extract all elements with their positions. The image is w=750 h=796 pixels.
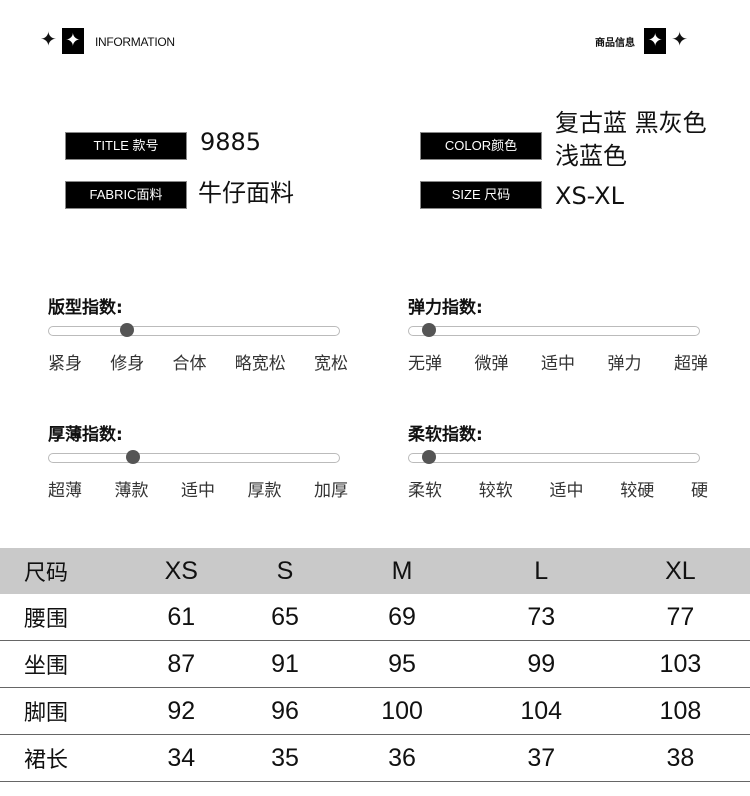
index-option: 紧身: [48, 354, 82, 374]
color-value-line2: 浅蓝色: [555, 142, 627, 170]
table-cell: 38: [610, 734, 750, 782]
color-value-line1: 复古蓝 黑灰色: [555, 109, 707, 137]
index-option: 宽松: [314, 354, 348, 374]
index-option: 无弹: [408, 354, 442, 374]
sparkle-star-icon: ✦: [40, 27, 57, 51]
table-header-row: 尺码 XS S M L XL: [0, 548, 750, 594]
index-option: 加厚: [314, 481, 348, 501]
table-cell: 77: [610, 594, 750, 641]
index-option: 厚款: [247, 481, 282, 501]
table-row: 腰围 61 65 69 73 77: [0, 594, 750, 641]
table-cell: 37: [471, 734, 611, 782]
table-header-cell: 尺码: [0, 548, 125, 594]
table-header-cell: L: [471, 548, 611, 594]
index-slider-knob: [126, 450, 141, 464]
index-slider-knob: [422, 450, 437, 464]
index-option: 合体: [172, 354, 207, 374]
boxed-star-icon: ✦: [644, 28, 667, 54]
title-value: 9885: [200, 128, 262, 156]
table-cell: 104: [471, 687, 611, 735]
table-cell: 73: [471, 594, 611, 641]
index-option: 硬: [691, 481, 708, 501]
table-cell: 61: [125, 594, 238, 641]
index-option: 适中: [541, 354, 575, 374]
index-option: 较软: [478, 481, 513, 501]
index-slider-knob: [422, 323, 437, 337]
color-tag: COLOR颜色: [420, 132, 542, 160]
table-cell: 69: [332, 594, 472, 641]
table-row: 裙长 34 35 36 37 38: [0, 734, 750, 782]
boxed-star-icon: ✦: [61, 28, 84, 54]
index-slider-knob: [120, 323, 135, 337]
index-option: 微弹: [474, 354, 509, 374]
index-options: 超薄 薄款 适中 厚款 加厚: [48, 476, 348, 501]
header-left: ✦ ✦ INFORMATION: [40, 28, 175, 54]
index-slider-track: [408, 450, 700, 464]
table-cell: 99: [471, 640, 611, 688]
table-cell: 脚围: [0, 687, 125, 735]
table-cell: 裙长: [0, 734, 125, 782]
index-option: 柔软: [408, 481, 442, 501]
table-cell: 34: [125, 734, 238, 782]
table-header-cell: XS: [125, 548, 238, 594]
table-row: 坐围 87 91 95 99 103: [0, 640, 750, 688]
index-title: 柔软指数:: [408, 425, 483, 445]
header-right: 商品信息 ✦ ✦: [595, 28, 688, 54]
header-left-label: INFORMATION: [94, 35, 175, 49]
index-slider-track: [48, 323, 340, 337]
table-header-cell: XL: [610, 548, 750, 594]
table-cell: 100: [332, 687, 472, 735]
table-cell: 96: [237, 687, 333, 735]
index-title: 弹力指数:: [408, 298, 483, 318]
index-option: 超薄: [48, 481, 82, 501]
index-option: 弹力: [607, 354, 642, 374]
index-options: 无弹 微弹 适中 弹力 超弹: [408, 349, 708, 374]
table-cell: 92: [125, 687, 238, 735]
index-options: 紧身 修身 合体 略宽松 宽松: [48, 349, 348, 374]
table-cell: 91: [237, 640, 333, 688]
index-option: 适中: [549, 481, 584, 501]
index-options: 柔软 较软 适中 较硬 硬: [408, 476, 708, 501]
index-title: 厚薄指数:: [48, 425, 123, 445]
sparkle-star-icon: ✦: [671, 27, 688, 51]
table-header-cell: M: [332, 548, 472, 594]
table-cell: 87: [125, 640, 238, 688]
table-cell: 坐围: [0, 640, 125, 688]
table-cell: 35: [237, 734, 333, 782]
table-cell: 65: [237, 594, 333, 641]
index-option: 超弹: [674, 354, 708, 374]
table-cell: 103: [610, 640, 750, 688]
table-header-cell: S: [237, 548, 333, 594]
index-option: 适中: [181, 481, 215, 501]
header-right-label: 商品信息: [595, 38, 636, 49]
size-value: XS-XL: [555, 182, 624, 210]
fabric-value: 牛仔面料: [198, 179, 294, 207]
table-cell: 95: [332, 640, 472, 688]
size-table: 尺码 XS S M L XL 腰围 61 65 69 73 77 坐围 87 91 95 99 103 脚围 92 9…: [0, 548, 750, 782]
index-option: 薄款: [114, 481, 149, 501]
table-cell: 108: [610, 687, 750, 735]
size-tag: SIZE 尺码: [420, 181, 542, 209]
index-title: 版型指数:: [48, 298, 123, 318]
table-row: 脚围 92 96 100 104 108: [0, 687, 750, 735]
table-cell: 腰围: [0, 594, 125, 641]
index-option: 略宽松: [234, 354, 286, 374]
index-option: 较硬: [620, 481, 655, 501]
index-slider-track: [48, 450, 340, 464]
table-cell: 36: [332, 734, 472, 782]
title-tag: TITLE 款号: [65, 132, 187, 160]
index-option: 修身: [110, 354, 145, 374]
fabric-tag: FABRIC面料: [65, 181, 187, 209]
index-slider-track: [408, 323, 700, 337]
